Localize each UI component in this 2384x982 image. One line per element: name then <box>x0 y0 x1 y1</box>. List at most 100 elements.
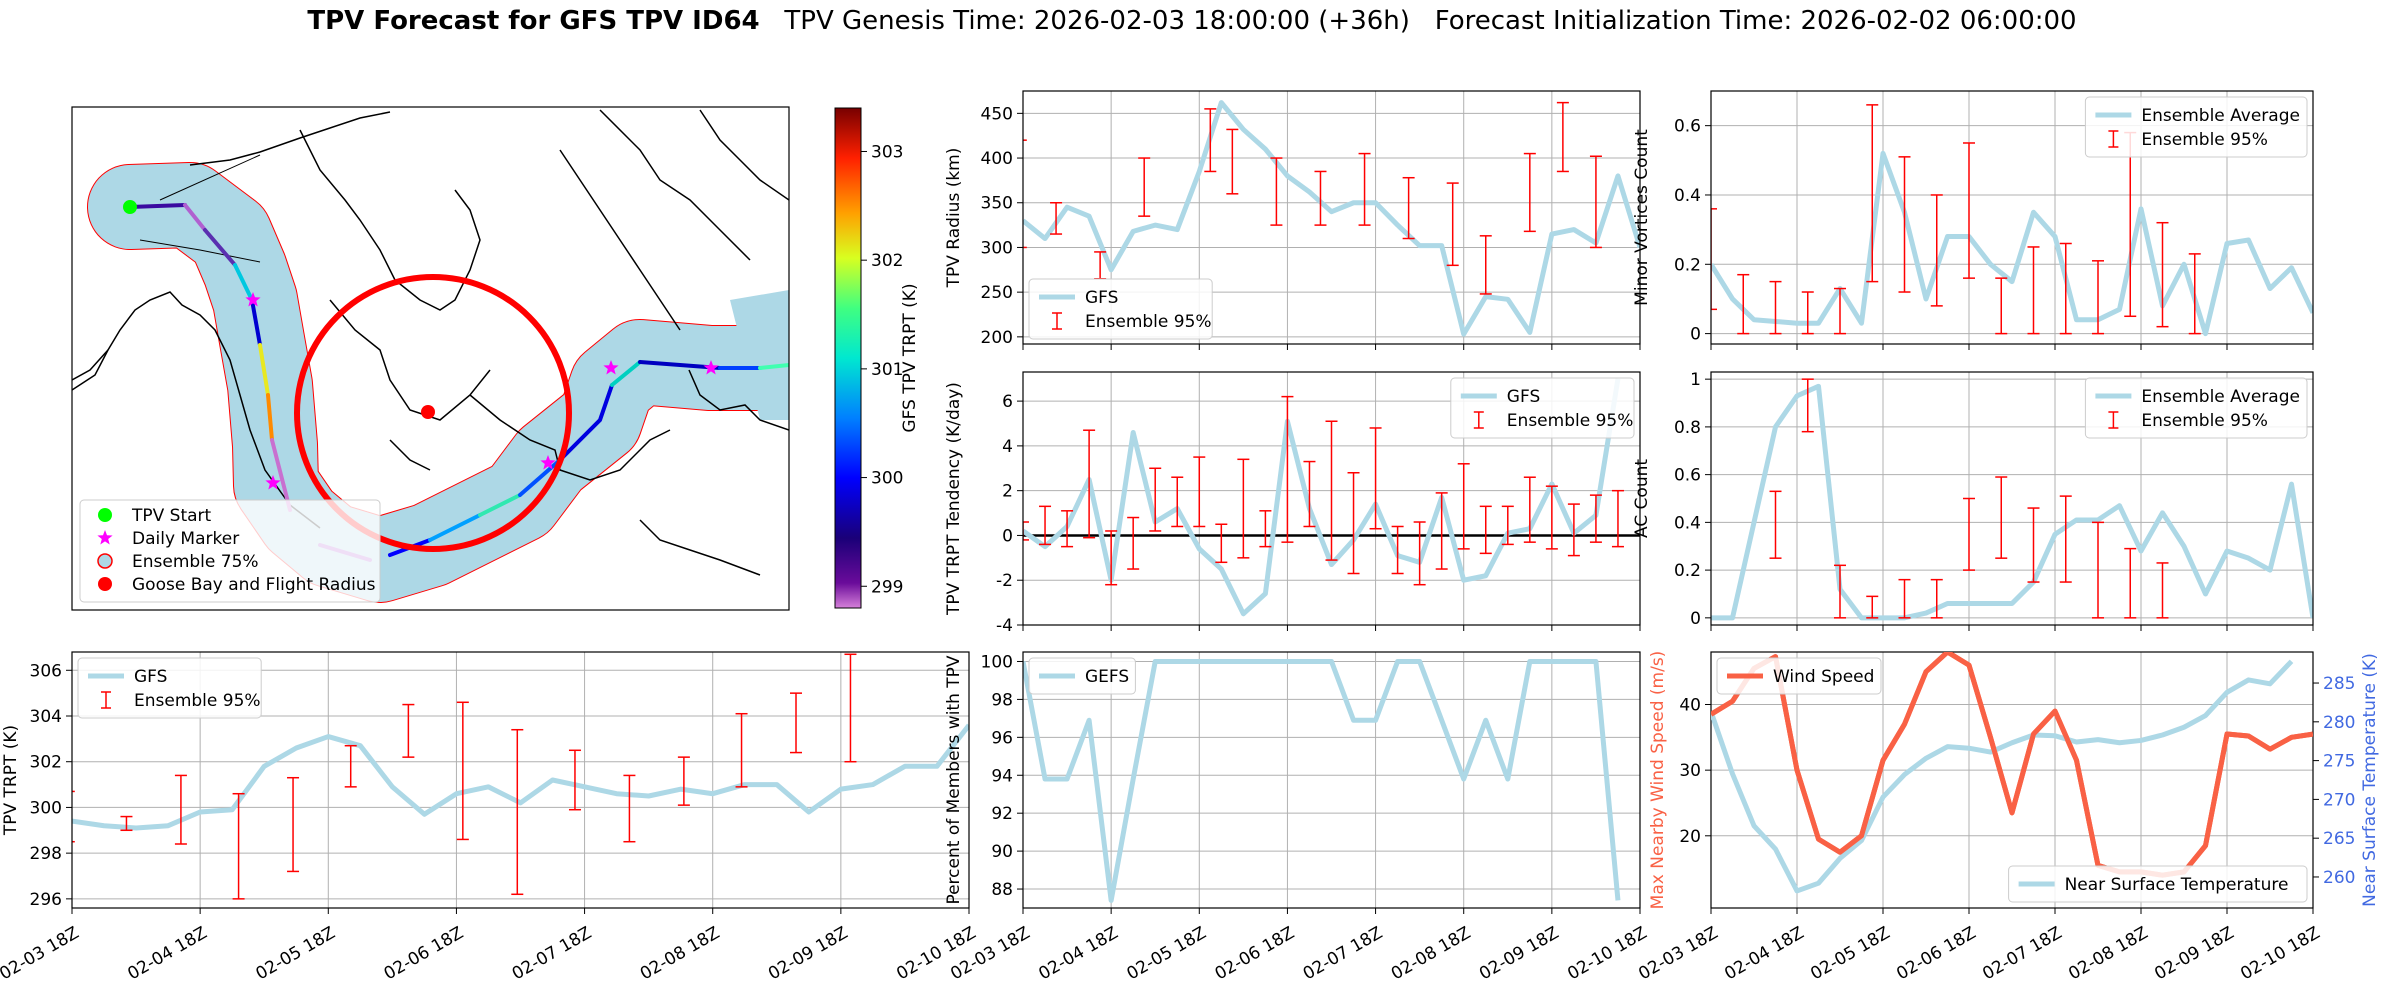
axes-frame <box>1710 371 2314 626</box>
legend: Near Surface Temperature <box>2008 865 2308 903</box>
colorbar-tick-label: 299 <box>871 577 903 597</box>
y-tick-label: 92 <box>991 804 1013 824</box>
coastline <box>329 299 491 421</box>
x-tick-label: 02-06 18Z <box>381 923 467 982</box>
plot-area-right <box>1711 659 2294 894</box>
y-tick-label: 304 <box>30 707 62 727</box>
series-line-ensemble-average <box>1711 150 2313 337</box>
daily-marker-star <box>245 292 261 307</box>
x-tick-label: 02-08 18Z <box>2065 923 2151 982</box>
plot-area <box>1023 378 1624 617</box>
y-axis-label: TPV TRPT (K) <box>1 725 21 836</box>
plot-area <box>1023 100 1640 337</box>
coastline <box>599 109 751 261</box>
y-tick-label: 0.2 <box>1674 255 1701 275</box>
y-tick-label: 94 <box>991 766 1013 786</box>
legend-frame <box>1450 377 1635 439</box>
y-right-tick-label: 270 <box>2323 790 2355 810</box>
legend-label: Ensemble Average <box>2141 106 2300 126</box>
map-frame <box>71 106 790 611</box>
y-tick-label: 0 <box>1690 609 1701 629</box>
axes-frame <box>71 651 970 909</box>
legend-label: GFS <box>134 667 167 687</box>
y-tick-label: 302 <box>30 753 62 773</box>
legend-frame <box>77 657 262 719</box>
coastline <box>389 439 431 471</box>
legend-frame <box>2084 377 2308 439</box>
y-tick-label: 306 <box>30 661 62 681</box>
coastline <box>699 109 789 201</box>
axes-frame <box>1710 90 2314 345</box>
panel-trpt: 296 298 300 302 304 306 TPV TRPT (K) 02-03 18Z 0… <box>0 651 980 982</box>
map-panel: TPV Start Daily Marker Ensemble 75% Goose B… <box>71 106 790 611</box>
legend: Ensemble Average Ensemble 95% <box>2084 377 2308 439</box>
tpv-track-segment <box>203 228 237 267</box>
series-line-gfs <box>1023 378 1621 617</box>
y-tick-label: 298 <box>30 844 62 864</box>
axes-frame <box>1022 90 1641 345</box>
tpv-track-segment <box>183 203 207 232</box>
y-tick-label: 200 <box>981 328 1013 348</box>
flight-radius-circle <box>294 274 572 552</box>
map-legend-frame <box>79 499 381 603</box>
panel-tendency: -4 -2 0 2 4 6 TPV TRPT Tendency (K/day) GFS Ense… <box>944 371 1641 636</box>
legend-frame <box>2008 865 2308 903</box>
map-legend-dot <box>98 508 112 522</box>
map-legend-ring <box>97 553 113 569</box>
legend: GFS Ensemble 95% <box>77 657 262 719</box>
x-tick-label: 02-07 18Z <box>1979 923 2065 982</box>
plot-area <box>1711 104 2313 337</box>
panel-members: 88 90 92 94 96 98 100 Percent of Members with T… <box>944 651 1651 982</box>
daily-marker-star <box>97 530 113 545</box>
legend-label: Ensemble 95% <box>1085 312 1212 332</box>
x-tick-label: 02-09 18Z <box>2151 923 2237 982</box>
coastline <box>299 129 481 311</box>
coastline <box>469 394 671 481</box>
map-legend-dot <box>98 577 112 591</box>
colorbar-label: GFS TPV TRPT (K) <box>900 283 920 432</box>
axes-frame <box>1022 371 1641 626</box>
daily-marker-star <box>703 360 719 375</box>
panel-radius: 200 250 300 350 400 450 TPV Radius (km) GFS Ense… <box>944 90 1641 350</box>
coastline <box>72 349 109 381</box>
coastline <box>639 519 761 576</box>
y-tick-label: 350 <box>981 194 1013 214</box>
y-tick-label: 4 <box>1002 437 1013 457</box>
daily-marker-star <box>265 475 281 490</box>
y-tick-label: 250 <box>981 283 1013 303</box>
coastline <box>189 111 391 166</box>
legend-label: GFS <box>1507 387 1540 407</box>
y-axis-label: AC Count <box>1632 459 1652 538</box>
legend-frame <box>1028 278 1213 340</box>
tpv-track-segment <box>758 363 789 370</box>
tpv-start-marker <box>123 200 137 214</box>
y-right-tick-label: 285 <box>2323 674 2355 694</box>
x-tick-label: 02-06 18Z <box>1212 923 1298 982</box>
panel-minor: 0 0.2 0.4 0.6 Minor Vortices Count Ensemble A… <box>1632 90 2314 350</box>
y-axis-label: Max Nearby Wind Speed (m/s) <box>1648 651 1668 910</box>
goose-bay-marker <box>421 405 435 419</box>
series-line-gfs <box>72 723 969 831</box>
title-rest: TPV Genesis Time: 2026-02-03 18:00:00 (+… <box>784 6 2077 36</box>
x-tick-label: 02-10 18Z <box>1564 923 1650 982</box>
y-tick-label: 0.8 <box>1674 418 1701 438</box>
tpv-track-segment <box>233 263 254 302</box>
y-right-tick-label: 280 <box>2323 713 2355 733</box>
map-legend-label: Goose Bay and Flight Radius <box>132 575 376 595</box>
title-bold: TPV Forecast for GFS TPV ID64 <box>307 6 760 36</box>
daily-marker-star <box>603 360 619 375</box>
border-line <box>139 239 261 263</box>
x-tick-label: 02-06 18Z <box>1893 923 1979 982</box>
y-tick-label: 20 <box>1679 827 1701 847</box>
coastline <box>688 369 789 431</box>
y-tick-label: 0.6 <box>1674 117 1701 137</box>
legend-label: Ensemble Average <box>2141 387 2300 407</box>
figure-title: TPV Forecast for GFS TPV ID64 TPV Genesi… <box>0 6 2384 36</box>
y-right-tick-label: 260 <box>2323 868 2355 888</box>
legend-label: Near Surface Temperature <box>2065 875 2289 895</box>
x-tick-label: 02-05 18Z <box>1123 923 1209 982</box>
y-tick-label: 0 <box>1002 526 1013 546</box>
tpv-track-segment <box>518 458 562 497</box>
